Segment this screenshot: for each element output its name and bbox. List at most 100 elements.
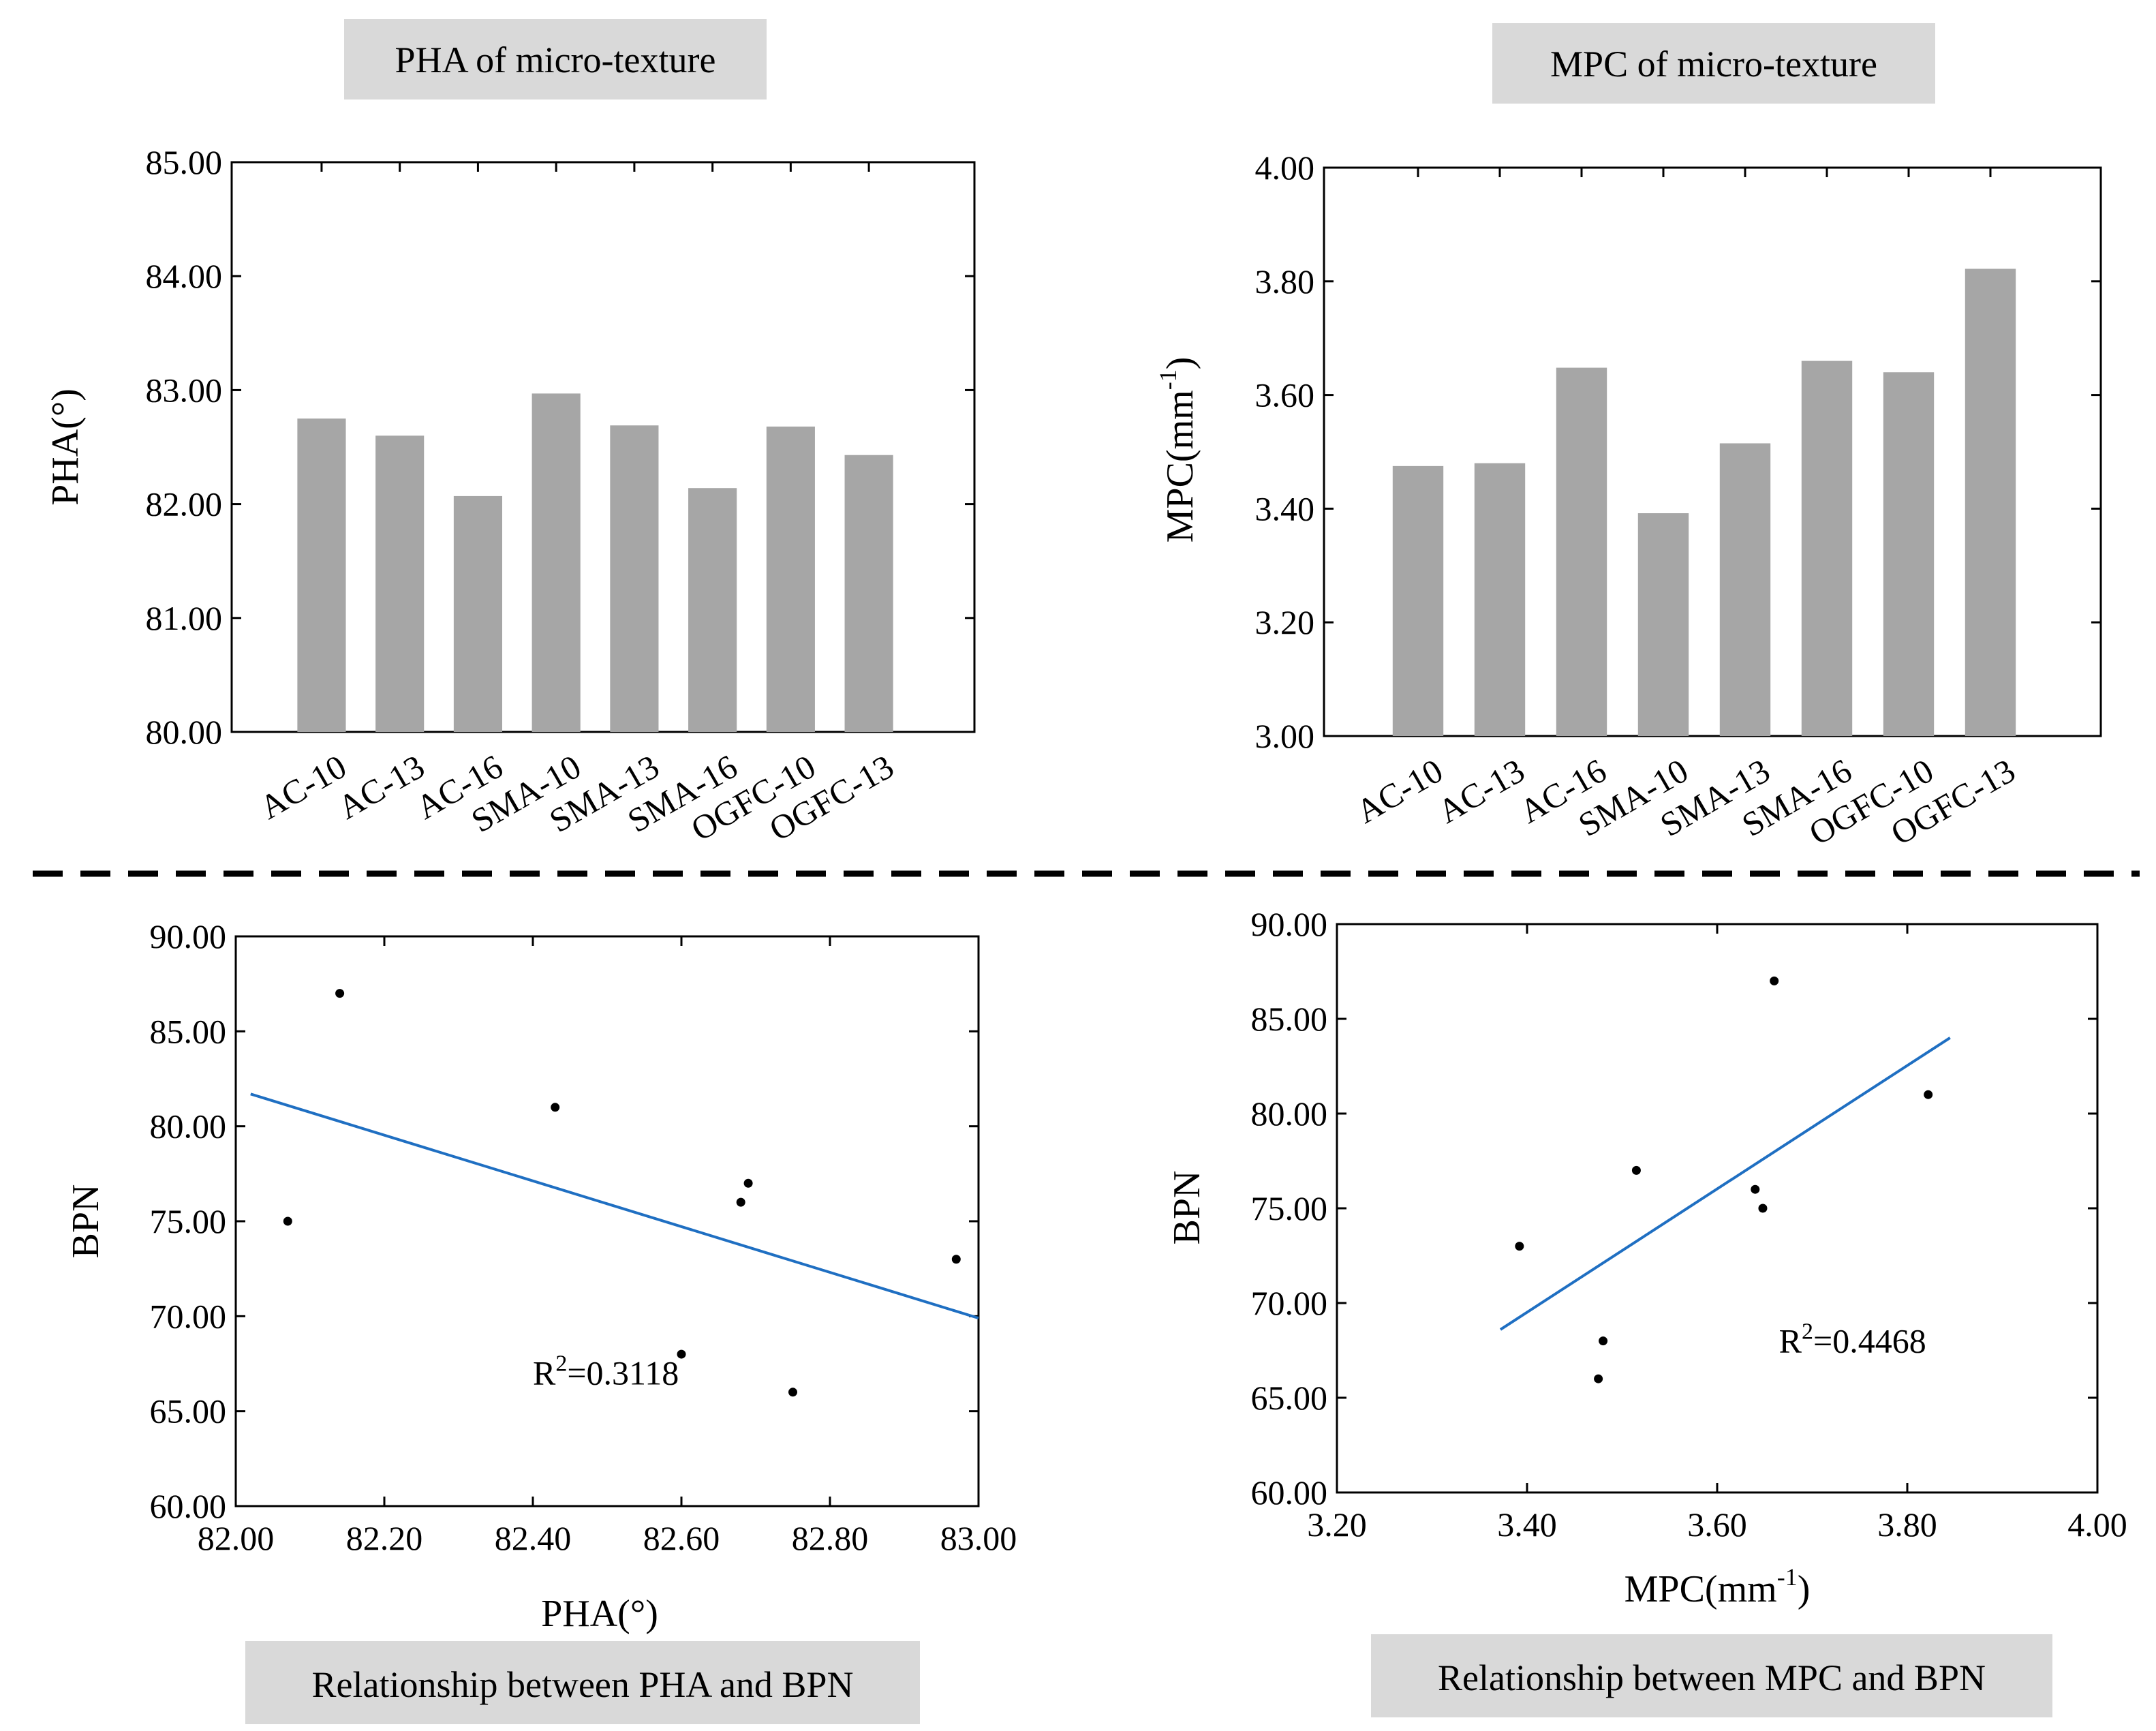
pha-bar-bar <box>453 495 502 732</box>
pha-bpn-point <box>788 1388 797 1397</box>
pha-bar-bar <box>532 393 581 732</box>
pha-bar-category-label: AC-13 <box>331 747 431 827</box>
pha-bar-bar <box>297 418 346 732</box>
mpc-bpn-point <box>1594 1374 1603 1383</box>
pha-bpn-ytick-label: 60.00 <box>150 1487 227 1525</box>
mpc-bpn-xtick-label: 4.00 <box>2067 1505 2127 1544</box>
mpc-bpn-xlabel-base: MPC(mm <box>1624 1568 1777 1610</box>
mpc-bar-ytick-label: 3.20 <box>1255 603 1315 641</box>
pha-bpn-xtick-label: 82.40 <box>495 1519 572 1557</box>
mpc-bpn-ytick-label: 75.00 <box>1251 1189 1328 1227</box>
mpc-bar-bar <box>1883 372 1935 736</box>
mpc-bpn-ylabel: BPN <box>1166 1171 1208 1245</box>
pha-bar-title-box <box>344 19 767 99</box>
mpc-bar-ytick-label: 3.40 <box>1255 489 1315 527</box>
mpc-bpn-point <box>1515 1242 1524 1251</box>
mpc-bpn-panel: 60.00 65.00 70.00 75.00 80.00 85.00 90.00 3.20 3… <box>1166 905 2127 1717</box>
mpc-bar-ylabel-end: ) <box>1159 357 1201 370</box>
mpc-bpn-r2-label: R2=0.4468 <box>1779 1319 1926 1360</box>
mpc-bar-ytick-label: 4.00 <box>1255 149 1315 187</box>
mpc-bar-ylabel-sup: -1 <box>1154 369 1182 390</box>
pha-bar-category-label: AC-10 <box>253 747 353 827</box>
pha-bar-ytick-label: 80.00 <box>146 713 223 751</box>
pha-bpn-caption-box <box>245 1641 920 1724</box>
pha-bar-bar <box>688 488 737 732</box>
mpc-bpn-xlabel-sup: -1 <box>1777 1563 1798 1591</box>
mpc-bar-bar <box>1637 513 1689 736</box>
pha-bpn-r2-base: R <box>533 1354 556 1392</box>
pha-bpn-ytick-label: 70.00 <box>150 1297 227 1335</box>
pha-bpn-xtick-label: 83.00 <box>940 1519 1017 1557</box>
pha-bpn-xtick-label: 82.00 <box>198 1519 275 1557</box>
mpc-bar-bar <box>1801 361 1853 736</box>
mpc-bar-title-box <box>1492 23 1935 104</box>
pha-bar-panel: PHA of micro-texture 80.00 81.00 82.00 83.0… <box>44 19 976 848</box>
mpc-bpn-marks: 60.00 65.00 70.00 75.00 80.00 85.00 90.00 3.20 3… <box>1251 905 2127 1544</box>
pha-bpn-trendline <box>250 1092 979 1320</box>
pha-bpn-point <box>551 1103 560 1112</box>
mpc-bpn-xlabel: MPC(mm-1) <box>1624 1563 1811 1610</box>
pha-bar-ytick-label: 81.00 <box>146 599 223 637</box>
pha-bpn-r2-value: =0.3118 <box>567 1354 679 1392</box>
mpc-bpn-point <box>1924 1090 1933 1099</box>
mpc-bpn-xtick-label: 3.20 <box>1307 1505 1367 1544</box>
pha-bar-bar <box>375 435 425 732</box>
pha-bpn-point <box>743 1178 753 1188</box>
mpc-bpn-xlabel-end: ) <box>1798 1568 1811 1610</box>
mpc-bar-bar <box>1392 465 1444 736</box>
mpc-bar-ylabel: MPC(mm-1) <box>1154 357 1201 543</box>
pha-bar-marks: 80.00 81.00 82.00 83.00 84.00 85.00 AC-10AC-13… <box>146 143 974 848</box>
mpc-bpn-ytick-label: 85.00 <box>1251 1000 1328 1038</box>
mpc-bar-marks: 3.003.203.403.603.804.00AC-10AC-13AC-16S… <box>1255 149 2101 853</box>
pha-bar-ytick-label: 82.00 <box>146 485 223 523</box>
pha-bar-title: PHA of micro-texture <box>395 40 716 80</box>
mpc-bpn-ytick-label: 90.00 <box>1251 905 1328 943</box>
mpc-bpn-r2-value: =0.4468 <box>1813 1321 1926 1360</box>
mpc-bpn-ytick-label: 80.00 <box>1251 1094 1328 1133</box>
mpc-bar-ytick-label: 3.80 <box>1255 262 1315 301</box>
pha-bpn-xtick-label: 82.80 <box>792 1519 869 1557</box>
mpc-bpn-xtick-label: 3.60 <box>1687 1505 1747 1544</box>
pha-bar-bar <box>844 455 893 732</box>
mpc-bar-bar <box>1474 463 1526 736</box>
mpc-bar-bar <box>1965 269 2016 736</box>
mpc-bpn-ytick-label: 60.00 <box>1251 1473 1328 1512</box>
pha-bpn-plot-frame <box>234 935 980 1507</box>
pha-bar-ytick-label: 83.00 <box>146 371 223 409</box>
pha-bpn-caption: Relationship between PHA and BPN <box>312 1664 854 1705</box>
pha-bpn-point <box>283 1216 292 1226</box>
mpc-bar-ylabel-base: MPC(mm <box>1159 390 1201 542</box>
pha-bpn-xtick-label: 82.60 <box>643 1519 720 1557</box>
pha-bpn-ytick-label: 90.00 <box>150 917 227 955</box>
pha-bpn-point <box>335 989 345 998</box>
mpc-bpn-plot-frame <box>1336 923 2099 1494</box>
mpc-bpn-caption: Relationship between MPC and BPN <box>1438 1657 1986 1698</box>
mpc-bpn-caption-box <box>1371 1634 2052 1717</box>
pha-bar-bar <box>610 425 659 732</box>
pha-bar-ylabel: PHA(°) <box>44 388 87 506</box>
pha-bar-ytick-label: 85.00 <box>146 143 223 181</box>
mpc-bar-plot-frame <box>1323 166 2102 737</box>
mpc-bar-category-label: AC-10 <box>1350 751 1449 831</box>
mpc-bpn-point <box>1751 1184 1760 1194</box>
mpc-bpn-point <box>1599 1336 1608 1346</box>
mpc-bpn-point <box>1631 1165 1641 1175</box>
mpc-bpn-trendline <box>1499 1037 1951 1331</box>
pha-bpn-ylabel: BPN <box>65 1184 107 1259</box>
pha-bpn-r2-sup: 2 <box>555 1351 567 1377</box>
pha-bpn-xtick-label: 82.20 <box>346 1519 423 1557</box>
pha-bpn-point <box>677 1349 686 1359</box>
mpc-bar-bar <box>1719 443 1771 736</box>
pha-bar-ytick-label: 84.00 <box>146 257 223 295</box>
mpc-bar-category-label: AC-13 <box>1432 751 1531 831</box>
pha-bar-plot-frame <box>230 161 976 733</box>
pha-bpn-panel: 60.00 65.00 70.00 75.00 80.00 85.00 90.00 82.00… <box>65 917 1017 1724</box>
pha-bpn-r2-label: R2=0.3118 <box>533 1351 679 1392</box>
pha-bpn-ytick-label: 80.00 <box>150 1107 227 1146</box>
mpc-bpn-ytick-label: 65.00 <box>1251 1379 1328 1417</box>
mpc-bpn-r2-base: R <box>1779 1321 1802 1360</box>
mpc-bpn-xtick-label: 3.80 <box>1877 1505 1937 1544</box>
pha-bpn-xlabel: PHA(°) <box>541 1593 658 1635</box>
mpc-bar-bar <box>1556 367 1607 736</box>
pha-bpn-point <box>736 1197 745 1207</box>
